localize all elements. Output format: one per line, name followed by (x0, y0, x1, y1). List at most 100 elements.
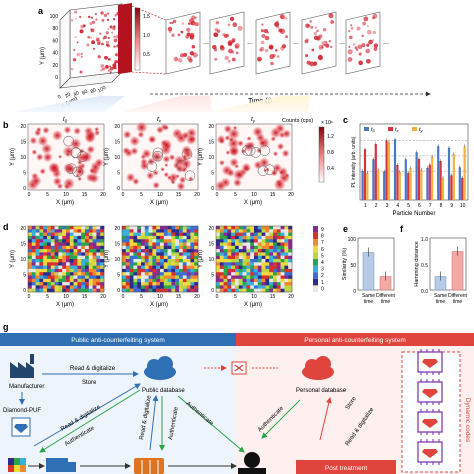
digit-cell (156, 242, 161, 246)
digit-cell (47, 259, 51, 263)
digit-cell (276, 288, 281, 293)
digit-cell (231, 259, 236, 263)
panel-d-xtick: 10 (251, 294, 257, 300)
digit-cell (242, 278, 247, 283)
digit-cell (182, 249, 187, 253)
pl-spot (122, 130, 132, 140)
digit-cell (190, 239, 195, 243)
digit-cell (129, 278, 134, 283)
digit-cell (238, 262, 243, 266)
digit-cell (250, 252, 255, 256)
digit-cell (219, 245, 224, 250)
digit-cell (133, 272, 138, 276)
digit-cell (148, 265, 153, 270)
digit-cell (250, 275, 255, 279)
digit-cell (35, 235, 40, 240)
digit-cell (194, 235, 199, 240)
digit-cell (160, 278, 164, 283)
pl-spot (269, 126, 282, 139)
panel-c-bar (385, 140, 388, 200)
panel-e-xtick: Different (376, 293, 395, 299)
digit-cell (137, 268, 142, 273)
digit-cell (156, 272, 161, 276)
digit-cell (39, 242, 44, 246)
panel-a-frame (301, 11, 337, 75)
digit-cell (227, 235, 232, 240)
digit-cell (235, 268, 239, 273)
digit-cell (186, 278, 191, 283)
digit-cell (96, 278, 101, 283)
panel-b-xtick: 0 (216, 192, 219, 198)
digit-cell (66, 278, 70, 283)
digit-cell (194, 232, 199, 237)
digit-cell (190, 226, 195, 230)
digit-cell (238, 242, 243, 246)
digit-cell (133, 239, 138, 243)
digit-cell (47, 242, 51, 246)
frame-spot (228, 48, 233, 54)
digit-cell (69, 226, 74, 230)
digit-cell (179, 285, 183, 289)
digit-cell (223, 232, 228, 237)
cube-dot (79, 29, 84, 34)
digit-cell (81, 262, 86, 266)
digit-cell (62, 265, 67, 270)
digit-cell (265, 252, 270, 256)
digit-cell (269, 232, 274, 237)
digit-cell (122, 229, 126, 233)
digit-cell (43, 268, 48, 273)
panel-a-ytick: 60 (52, 38, 58, 44)
digit-cell (133, 265, 138, 270)
public-db-label: Public database (142, 388, 185, 394)
digit-cell (235, 259, 239, 263)
panel-e-xtick: Same (362, 293, 375, 299)
arrow-authenticate-4 (261, 399, 301, 439)
digit-cell (58, 272, 63, 276)
digit-cell (190, 229, 195, 233)
digit-cell (54, 229, 59, 233)
frame-spot (330, 45, 333, 49)
digit-cell (194, 255, 199, 260)
digit-cell (77, 265, 82, 270)
digit-cell (92, 255, 97, 260)
digit-cell (280, 268, 285, 273)
panel-b-xlabel: X (μm) (56, 200, 74, 206)
panel-a-ellipsis: ... (293, 39, 299, 46)
panel-d-colorbar-cell (313, 278, 318, 286)
digit-cell (171, 265, 176, 270)
digit-cell (276, 265, 281, 270)
digit-cell (137, 232, 142, 237)
digit-cell (186, 249, 191, 253)
frame-spot (274, 21, 280, 27)
panel-d-ytick: 15 (20, 242, 26, 248)
digit-cell (227, 288, 232, 293)
digit-cell (125, 268, 130, 273)
digit-cell (92, 226, 97, 230)
digit-cell (122, 272, 126, 276)
digit-cell (69, 232, 74, 237)
digit-cell (163, 235, 168, 240)
digit-cell (133, 255, 138, 260)
digit-cell (163, 229, 168, 233)
digit-cell (47, 282, 51, 286)
frame-spot (365, 48, 371, 54)
frame-spot (314, 26, 317, 29)
frame-spot (269, 46, 272, 49)
digit-cell (288, 288, 293, 293)
digit-cell (179, 242, 183, 246)
digit-cell (254, 288, 258, 293)
digit-cell (47, 278, 51, 283)
digit-cell (190, 252, 195, 256)
digit-cell (175, 242, 180, 246)
digit-cell (100, 262, 105, 266)
digit-cell (163, 242, 168, 246)
digit-cell (148, 268, 153, 273)
dynamic-codes-label: Dynamic codes (464, 398, 471, 443)
digit-cell (66, 285, 70, 289)
digit-cell (235, 255, 239, 260)
digit-cell (257, 278, 262, 283)
digit-cell (125, 278, 130, 283)
pl-spot (122, 146, 131, 155)
